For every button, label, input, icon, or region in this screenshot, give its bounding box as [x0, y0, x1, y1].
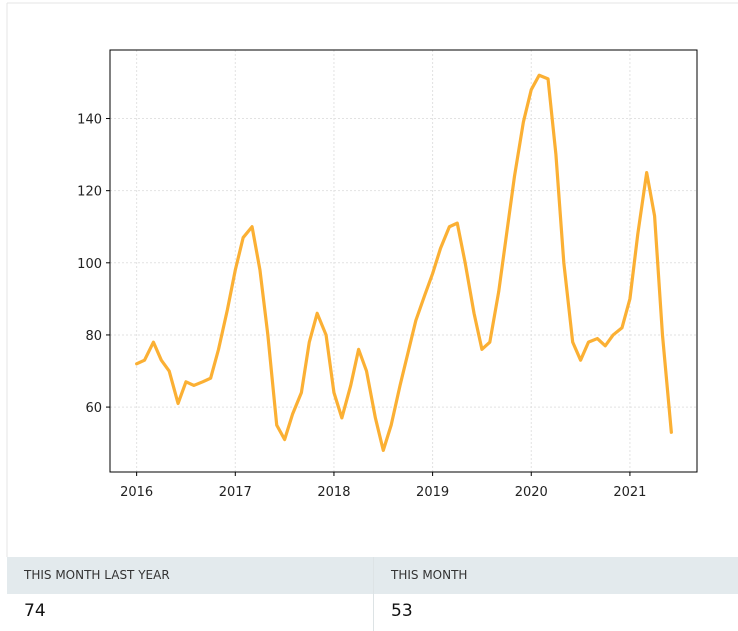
- header-row: THIS MONTH LAST YEAR THIS MONTH: [7, 557, 738, 594]
- x-tick-label: 2016: [120, 485, 153, 500]
- line: [135, 73, 673, 452]
- summary-table: THIS MONTH LAST YEAR THIS MONTH 74 53: [7, 557, 738, 631]
- x-tick-label: 2018: [317, 485, 350, 500]
- chart: 60 80 100 120 140 2016 2017 2018 2019 2020 2021: [6, 2, 738, 557]
- y-tick-label: 120: [77, 185, 102, 200]
- x-tick-label: 2021: [613, 485, 646, 500]
- header-cell: THIS MONTH: [374, 557, 738, 594]
- header-cell: THIS MONTH LAST YEAR: [7, 557, 374, 594]
- value-row: 74 53: [7, 594, 738, 631]
- plot-frame: [109, 49, 698, 473]
- value-cell: 53: [391, 601, 413, 621]
- x-tick-label: 2017: [219, 485, 252, 500]
- y-tick-label: 80: [85, 329, 102, 344]
- x-tick-label: 2019: [416, 485, 449, 500]
- x-tick-label: 2020: [515, 485, 548, 500]
- y-tick-label: 60: [85, 401, 102, 416]
- value-cell: 74: [7, 594, 374, 631]
- y-tick-label: 140: [77, 113, 102, 128]
- y-tick-label: 100: [77, 257, 102, 272]
